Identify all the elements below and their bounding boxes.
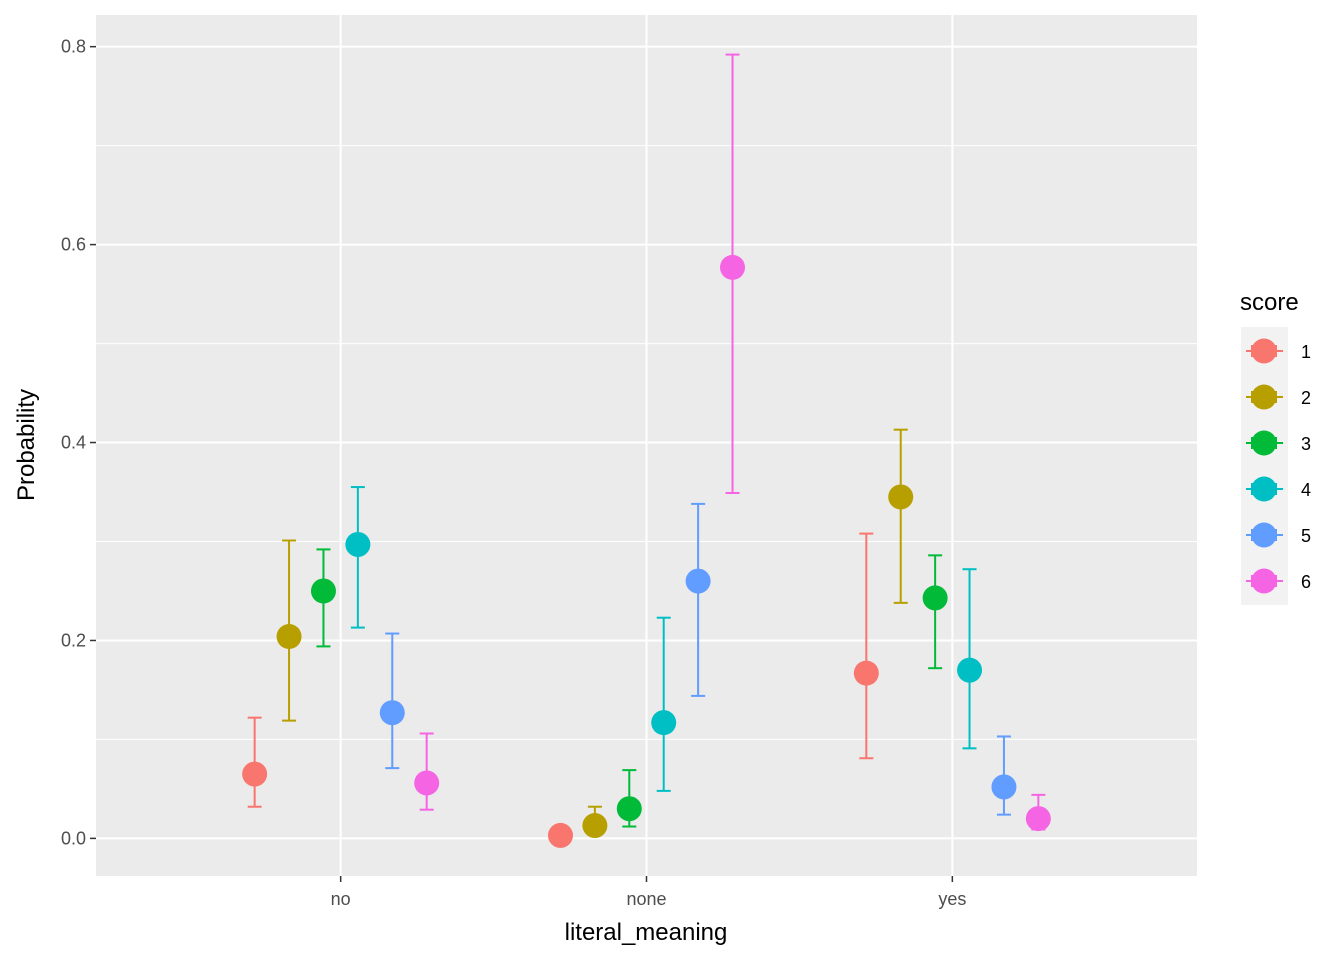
legend-item: 6 <box>1246 568 1311 594</box>
legend-key-point <box>1251 522 1277 548</box>
x-tick-label: none <box>626 889 666 909</box>
legend-label: 3 <box>1301 434 1311 454</box>
y-tick-label: 0.2 <box>61 630 86 650</box>
data-point <box>922 585 948 611</box>
data-point <box>345 531 371 557</box>
x-tick-label: yes <box>938 889 966 909</box>
legend-item: 2 <box>1246 384 1311 410</box>
legend-item: 4 <box>1246 476 1311 502</box>
legend-key-point <box>1251 338 1277 364</box>
data-point <box>616 796 642 822</box>
data-point <box>888 484 914 510</box>
data-point <box>991 774 1017 800</box>
data-point <box>720 254 746 280</box>
y-axis-title: Probability <box>13 389 40 501</box>
error-bar <box>859 532 874 760</box>
data-point <box>685 568 711 594</box>
legend-item: 1 <box>1246 338 1311 364</box>
data-point <box>414 770 440 796</box>
data-point <box>379 700 405 726</box>
y-tick-label: 0.4 <box>61 433 86 453</box>
data-point <box>651 710 677 736</box>
data-point <box>310 578 336 604</box>
y-tick-label: 0.8 <box>61 37 86 57</box>
x-tick-label: no <box>331 889 351 909</box>
error-bar <box>691 502 706 697</box>
legend-label: 1 <box>1301 342 1311 362</box>
data-point <box>242 761 268 787</box>
legend-label: 6 <box>1301 572 1311 592</box>
legend-key-point <box>1251 384 1277 410</box>
data-point <box>957 657 983 683</box>
error-bar <box>928 554 943 670</box>
x-axis: no none yes <box>331 876 966 909</box>
legend-item: 3 <box>1246 430 1311 456</box>
legend-label: 5 <box>1301 526 1311 546</box>
y-tick-label: 0.0 <box>61 828 86 848</box>
data-point <box>276 624 302 650</box>
error-bar <box>350 486 365 629</box>
legend-key-point <box>1251 568 1277 594</box>
data-point <box>547 822 573 848</box>
data-point <box>582 813 608 839</box>
legend-key-point <box>1251 476 1277 502</box>
data-point <box>1025 806 1051 832</box>
error-bar <box>656 616 671 792</box>
legend-key-background <box>1241 327 1288 605</box>
legend-key-point <box>1251 430 1277 456</box>
data-points <box>242 254 1051 848</box>
x-axis-title: literal_meaning <box>565 919 728 946</box>
legend-items: 1 2 3 4 5 6 <box>1246 338 1311 594</box>
legend-item: 5 <box>1246 522 1311 548</box>
y-axis: 0.0 0.2 0.4 0.6 0.8 <box>61 37 96 848</box>
data-point <box>853 660 879 686</box>
legend: score 1 2 3 4 5 6 <box>1240 289 1311 605</box>
legend-title: score <box>1240 289 1299 316</box>
error-bar <box>893 428 908 604</box>
legend-label: 2 <box>1301 388 1311 408</box>
legend-label: 4 <box>1301 480 1311 500</box>
y-tick-label: 0.6 <box>61 235 86 255</box>
